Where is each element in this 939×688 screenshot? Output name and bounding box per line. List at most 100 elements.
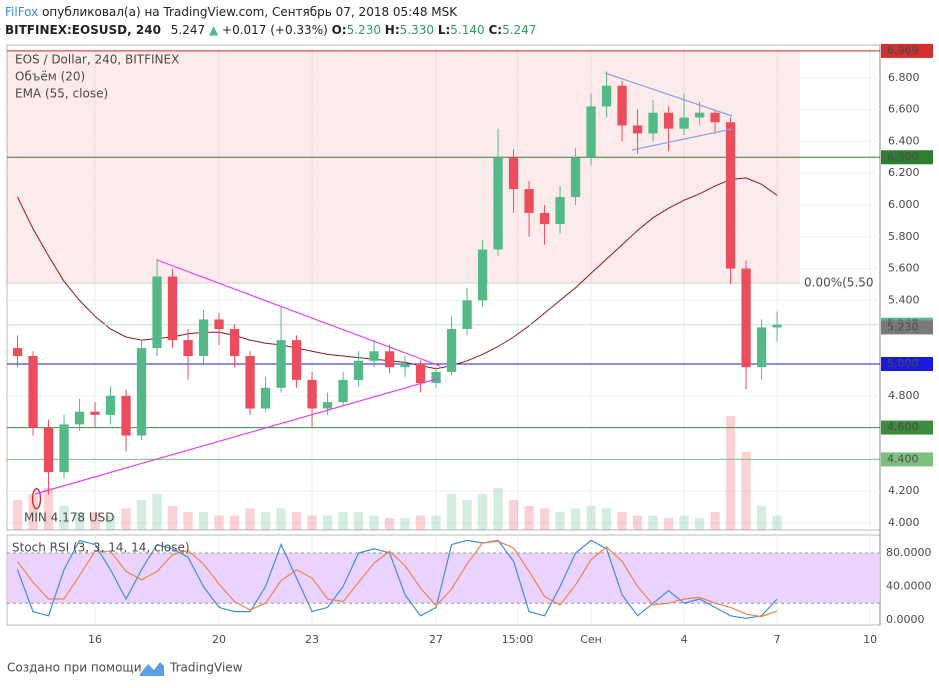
volume-bar xyxy=(183,512,193,530)
trend-line xyxy=(156,259,441,367)
volume-bar xyxy=(679,515,689,530)
footer-brand: TradingView xyxy=(169,661,243,675)
price-label-box xyxy=(881,43,933,58)
candle-body xyxy=(663,112,674,129)
candle-body xyxy=(431,371,441,384)
y-tick-label: 80.0000 xyxy=(886,546,932,559)
volume-bar xyxy=(741,452,751,530)
min-annotation: MIN 4.178 USD xyxy=(24,511,115,525)
price-label-box xyxy=(881,420,933,435)
price-label: 4.600 xyxy=(887,421,919,434)
candle-body xyxy=(756,327,767,368)
y-tick-label: 4.200 xyxy=(888,484,920,497)
volume-bar xyxy=(322,515,333,530)
price-label-box xyxy=(881,150,933,165)
y-tick-label: 6.800 xyxy=(888,71,920,84)
legend-line: Объём (20) xyxy=(15,70,85,84)
symbol: BITFINEX:EOSUSD, 240 xyxy=(5,23,161,37)
volume-bar xyxy=(74,512,85,530)
volume-bar xyxy=(167,506,178,530)
candle-body xyxy=(679,117,689,129)
volume-bar xyxy=(369,515,379,530)
volume-bar xyxy=(276,508,286,530)
y-tick-label: 5.600 xyxy=(888,262,920,275)
y-tick-label: 6.600 xyxy=(888,103,920,116)
candle-body xyxy=(338,379,348,403)
volume-bar xyxy=(12,500,23,530)
volume-bar xyxy=(59,506,69,530)
volume-bar xyxy=(508,500,519,530)
volume-bar xyxy=(772,515,782,530)
candle-body xyxy=(725,122,736,269)
volume-bar xyxy=(260,512,271,530)
candle-body xyxy=(601,85,612,107)
volume-bar xyxy=(462,500,472,530)
candle-body xyxy=(229,329,240,357)
volume-bar xyxy=(152,494,162,530)
volume-bar xyxy=(663,518,674,530)
volume-bar xyxy=(229,515,240,530)
published-text: опубликовал(а) на TradingView.com, Сентя… xyxy=(42,5,458,19)
price-label-box xyxy=(881,320,933,335)
ema-line xyxy=(17,177,778,370)
candle-body xyxy=(12,348,23,357)
candle-body xyxy=(384,351,395,368)
volume-bar xyxy=(245,508,255,530)
candle-body xyxy=(772,324,782,328)
volume-bar xyxy=(291,512,302,530)
volume-bar xyxy=(493,488,503,530)
y-tick-label: 4.000 xyxy=(888,516,920,529)
volume-bar xyxy=(539,508,550,530)
candle-body xyxy=(617,85,627,126)
y-tick-label: 4.800 xyxy=(888,389,920,402)
change-arrow: ▲ xyxy=(209,23,219,37)
range-zone xyxy=(7,50,800,284)
legend-line: EOS / Dollar, 240, BITFINEX xyxy=(15,53,179,67)
y-tick-label: 6.400 xyxy=(888,134,920,147)
candle-body xyxy=(121,395,131,436)
candle-body xyxy=(446,329,457,372)
x-tick-label: Сен xyxy=(580,633,602,646)
candle-body xyxy=(105,395,116,415)
footer-text: Создано при помощи xyxy=(7,661,142,675)
volume-bar xyxy=(105,515,116,530)
candle-body xyxy=(307,379,317,409)
candle-body xyxy=(214,319,224,330)
y-tick-label: 6.200 xyxy=(888,166,920,179)
price-label: 4.400 xyxy=(887,452,919,465)
ohlc-label: H: xyxy=(385,23,400,37)
candle-body xyxy=(415,363,426,384)
y-tick-label: 6.000 xyxy=(888,198,920,211)
logo-shape xyxy=(140,662,164,676)
price-label-box xyxy=(881,356,933,371)
x-tick-label: 20 xyxy=(212,633,226,646)
trend-line xyxy=(34,377,441,495)
x-tick-label: 16 xyxy=(88,633,102,646)
volume-bar xyxy=(632,515,643,530)
x-tick-label: 10 xyxy=(863,633,877,646)
publisher: FilFox xyxy=(5,5,38,19)
x-tick-label: 15:00 xyxy=(502,633,534,646)
candle-body xyxy=(152,276,162,349)
candle-body xyxy=(369,351,379,361)
ohlc-label: C: xyxy=(488,23,502,37)
volume-bar xyxy=(384,518,395,530)
price-label: 6.300 xyxy=(887,150,919,163)
candle-body xyxy=(74,411,85,425)
ohlc-value: 5.330 xyxy=(400,23,434,37)
volume-bar xyxy=(90,512,100,530)
candle-body xyxy=(198,319,209,357)
candle-body xyxy=(694,112,705,118)
volume-bar xyxy=(43,488,54,530)
candle-body xyxy=(245,356,255,409)
candle-body xyxy=(260,387,271,409)
x-tick-label: 27 xyxy=(429,633,443,646)
volume-bar xyxy=(725,416,736,530)
volume-bar xyxy=(338,512,348,530)
candle-body xyxy=(43,427,54,473)
volume-bar xyxy=(555,512,565,530)
candle-body xyxy=(710,112,720,123)
candle-body xyxy=(741,268,751,368)
volume-bar xyxy=(694,518,705,530)
